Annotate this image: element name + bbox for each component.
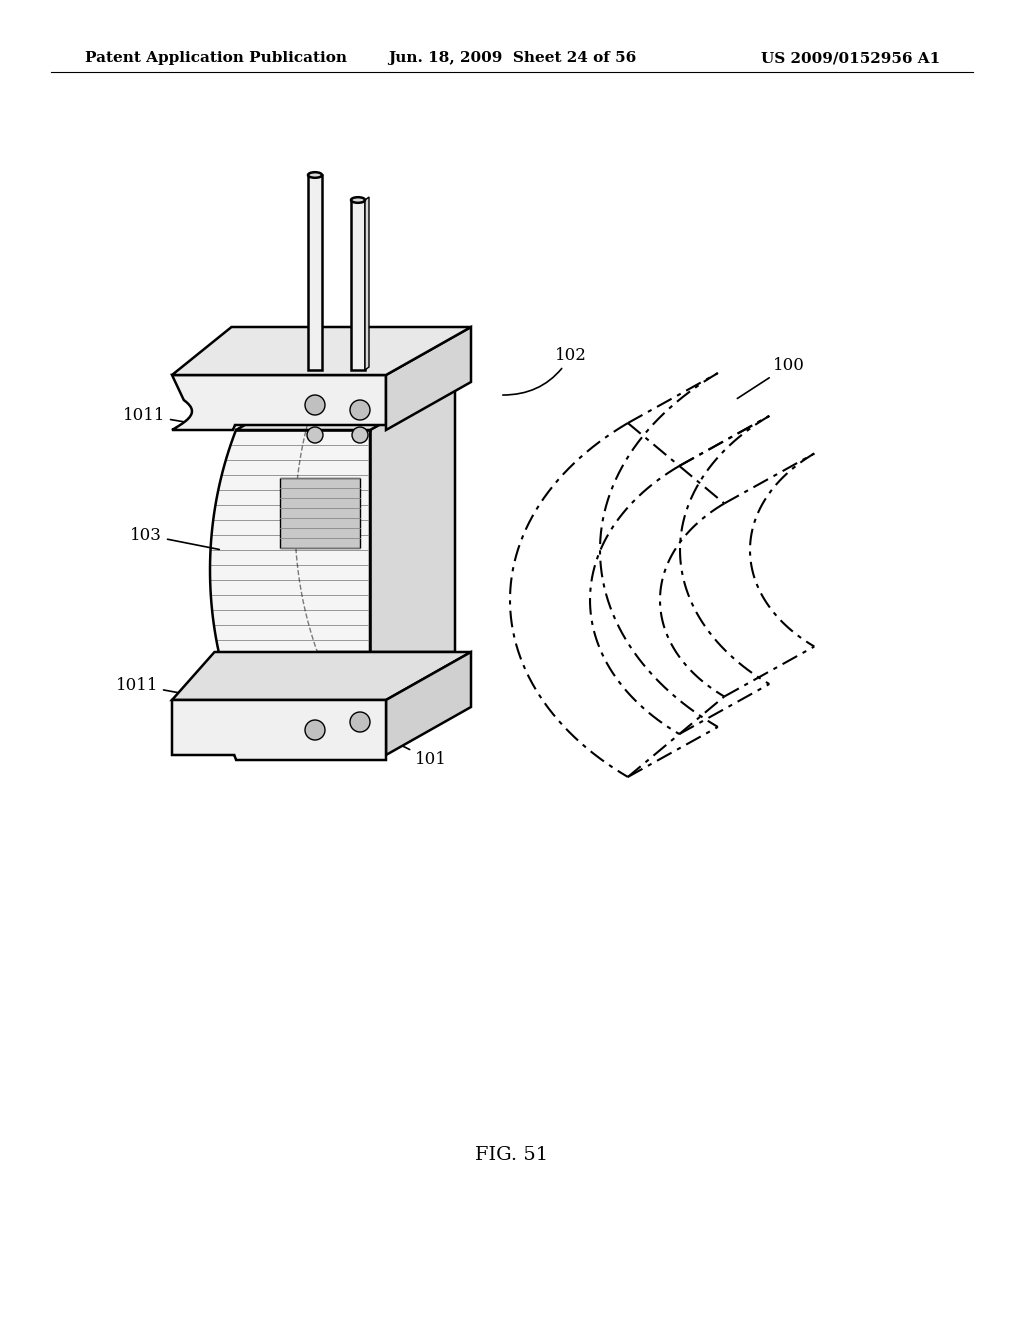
Polygon shape: [308, 176, 322, 370]
Polygon shape: [210, 430, 370, 700]
Polygon shape: [370, 381, 455, 700]
Text: US 2009/0152956 A1: US 2009/0152956 A1: [761, 51, 940, 65]
Text: 103: 103: [130, 527, 219, 549]
Text: 101: 101: [373, 731, 446, 768]
Ellipse shape: [308, 172, 322, 178]
Text: 100: 100: [737, 356, 805, 399]
Polygon shape: [386, 652, 471, 755]
Circle shape: [350, 711, 370, 733]
Text: Patent Application Publication: Patent Application Publication: [85, 51, 347, 65]
Circle shape: [307, 426, 323, 444]
Text: Jun. 18, 2009  Sheet 24 of 56: Jun. 18, 2009 Sheet 24 of 56: [388, 51, 636, 65]
Circle shape: [352, 426, 368, 444]
Text: 1011: 1011: [123, 407, 229, 429]
Polygon shape: [172, 700, 386, 760]
Circle shape: [350, 400, 370, 420]
Text: FIG. 51: FIG. 51: [475, 1146, 549, 1164]
Ellipse shape: [351, 197, 365, 203]
Polygon shape: [386, 327, 471, 430]
Polygon shape: [172, 375, 386, 430]
Text: 102: 102: [503, 346, 587, 395]
Polygon shape: [172, 652, 471, 700]
Circle shape: [305, 395, 325, 414]
Polygon shape: [365, 197, 369, 370]
Polygon shape: [351, 201, 365, 370]
Polygon shape: [236, 381, 455, 430]
Circle shape: [305, 719, 325, 741]
Polygon shape: [172, 327, 471, 375]
Polygon shape: [232, 652, 455, 700]
Text: 1011: 1011: [116, 676, 215, 700]
Polygon shape: [280, 478, 360, 548]
